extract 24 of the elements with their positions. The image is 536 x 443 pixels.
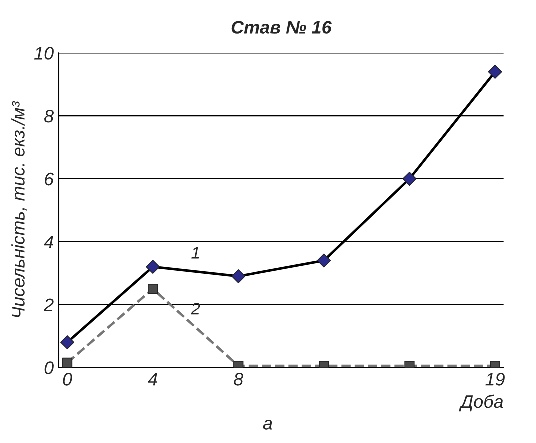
x-tick-label: 19	[486, 373, 505, 386]
x-axis-title: Доба	[459, 394, 504, 412]
y-axis-title: Чисельність, тис. екз./м³	[12, 101, 28, 318]
y-tick-label: 4	[44, 236, 54, 248]
series-label: 2	[191, 302, 200, 315]
y-tick-label: 2	[44, 298, 54, 312]
y-tick-label: 10	[34, 47, 54, 60]
point	[232, 269, 246, 284]
point	[148, 284, 158, 294]
point	[62, 358, 73, 368]
y-tick-label: 0	[44, 362, 54, 374]
point	[488, 65, 502, 80]
point	[402, 172, 417, 186]
x-tick-label: 4	[148, 373, 158, 386]
x-tick-label: 0	[63, 373, 72, 386]
series-label: 1	[192, 247, 200, 259]
y-tick-label: 6	[45, 172, 54, 186]
x-tick-label: 8	[234, 373, 244, 386]
text: а	[263, 420, 272, 430]
chart-title: Став № 16	[232, 21, 332, 34]
point	[317, 254, 332, 268]
point	[60, 336, 75, 350]
point	[146, 260, 160, 274]
y-tick-label: 8	[44, 110, 54, 123]
